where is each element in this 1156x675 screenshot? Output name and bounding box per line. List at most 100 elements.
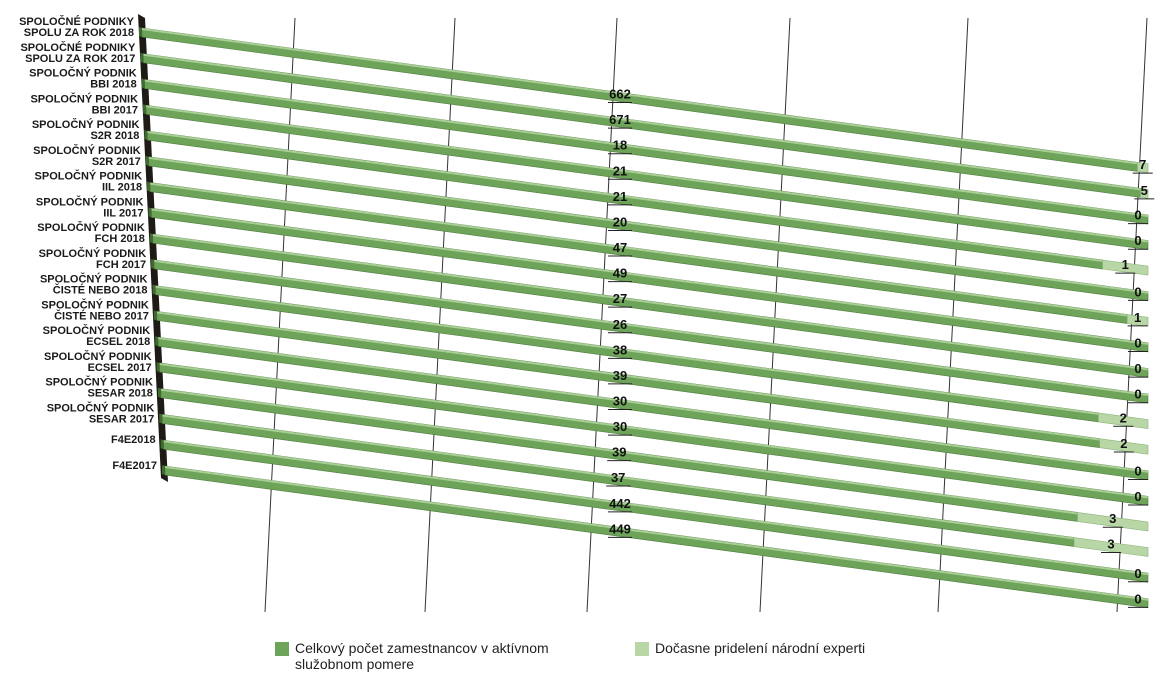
value-label-full-time-6: 47	[613, 240, 627, 255]
bar-cap-5	[145, 155, 149, 166]
category-label-12-1: ECSEL 2018	[86, 336, 150, 348]
category-label-10-1: ČISTÉ NEBO 2018	[53, 284, 148, 297]
value-label-full-time-9: 26	[613, 317, 627, 332]
category-label-15-1: SESAR 2017	[89, 413, 154, 425]
category-label-7-1: IIL 2017	[103, 207, 143, 219]
value-label-full-time-16: 442	[609, 496, 631, 511]
legend-swatch-seconded	[635, 642, 649, 656]
bar-cap-14	[157, 387, 161, 398]
data-labels: 6627671518021021120047149027026038239230…	[606, 87, 1155, 608]
value-label-seconded-16: 0	[1134, 566, 1141, 581]
category-label-6-0: SPOLOČNÝ PODNIK	[35, 170, 143, 183]
bar-full-time-top-1	[143, 53, 1141, 191]
bar-cap-8	[149, 233, 153, 244]
category-label-15-0: SPOLOČNÝ PODNIK	[47, 401, 155, 414]
bar-full-time-top-8	[152, 234, 1148, 371]
value-label-seconded-4: 1	[1122, 257, 1129, 272]
gridline-1	[424, 17, 456, 613]
bar-full-time-top-13	[159, 362, 1148, 499]
bar-cap-11	[153, 310, 157, 321]
bar-cap-0	[139, 27, 142, 37]
bar-full-time-top-15	[162, 414, 1075, 540]
category-label-14-1: SESAR 2018	[88, 388, 153, 400]
category-label-8-0: SPOLOČNÝ PODNIK	[37, 221, 145, 234]
bar-cap-16	[160, 439, 164, 450]
bar-seconded-4	[1102, 259, 1149, 276]
category-label-5-1: S2R 2017	[92, 156, 141, 168]
bar-cap-1	[140, 52, 144, 63]
bar-cap-6	[147, 181, 151, 192]
category-label-17-0: F4E2017	[112, 460, 157, 472]
bar-full-time-top-5	[148, 156, 1148, 294]
value-label-seconded-6: 1	[1134, 310, 1141, 325]
bar-cap-4	[144, 130, 148, 141]
category-label-0-1: SPOLU ZA ROK 2018	[24, 27, 134, 39]
value-label-full-time-8: 27	[613, 291, 627, 306]
category-label-11-1: ČISTÉ NEBO 2017	[54, 309, 149, 322]
bar-full-time-top-11	[156, 311, 1100, 441]
category-label-7-0: SPOLOČNÝ PODNIK	[36, 195, 144, 208]
bar-full-time-top-0	[142, 28, 1138, 165]
value-label-full-time-2: 18	[613, 138, 627, 153]
category-label-0-0: SPOLOČNÉ PODNIKY	[19, 15, 135, 28]
value-label-full-time-17: 449	[609, 521, 631, 536]
value-label-seconded-3: 0	[1134, 233, 1141, 248]
category-label-13-1: ECSEL 2017	[88, 362, 152, 374]
value-label-seconded-5: 0	[1134, 284, 1141, 299]
gridline-0	[264, 17, 296, 613]
legend-item-full-time: Celkový počet zamestnancov v aktívnom sl…	[275, 640, 549, 672]
bar-full-time-top-2	[144, 79, 1149, 217]
bar-seconded-15	[1073, 537, 1149, 557]
legend-item-seconded: Dočasne pridelení národní experti	[635, 640, 865, 656]
legend-label-full-time-line1: Celkový počet zamestnancov v aktívnom	[295, 640, 549, 656]
value-label-seconded-14: 3	[1109, 511, 1116, 526]
category-label-3-0: SPOLOČNÝ PODNIK	[30, 92, 138, 105]
value-label-seconded-11: 2	[1120, 436, 1127, 451]
gridline-4	[937, 17, 969, 613]
value-label-full-time-5: 20	[613, 214, 627, 229]
legend-label-seconded: Dočasne pridelení národní experti	[655, 640, 866, 656]
bar-full-time-top-10	[155, 285, 1099, 415]
value-label-seconded-10: 2	[1120, 410, 1127, 425]
bar-full-time-top-14	[160, 388, 1078, 515]
category-label-10-0: SPOLOČNÝ PODNIK	[40, 273, 148, 286]
value-label-seconded-0: 7	[1139, 157, 1146, 172]
bar-cap-17	[162, 465, 165, 475]
category-label-9-0: SPOLOČNÝ PODNIK	[39, 247, 147, 260]
bar-full-time-top-7	[151, 208, 1148, 345]
legend-label-full-time: Celkový počet zamestnancov v aktívnom sl…	[295, 640, 549, 672]
value-label-full-time-13: 30	[613, 419, 627, 434]
value-label-full-time-11: 39	[613, 368, 627, 383]
bars	[139, 27, 1149, 609]
value-label-seconded-17: 0	[1134, 591, 1141, 606]
value-label-full-time-0: 662	[609, 87, 631, 102]
bar-cap-10	[152, 284, 156, 295]
value-label-seconded-8: 0	[1134, 361, 1141, 376]
bar-cap-12	[155, 336, 159, 347]
value-label-seconded-9: 0	[1134, 387, 1141, 402]
category-label-14-0: SPOLOČNÝ PODNIK	[45, 376, 153, 389]
category-label-4-0: SPOLOČNÝ PODNIK	[32, 118, 140, 131]
bar-cap-9	[151, 258, 155, 269]
bar-seconded-10	[1098, 412, 1149, 429]
legend-label-full-time-line2: služobnom pomere	[295, 656, 415, 672]
category-label-2-1: BBI 2018	[90, 79, 136, 91]
value-label-full-time-12: 30	[613, 394, 627, 409]
value-label-seconded-13: 0	[1134, 489, 1141, 504]
value-label-full-time-4: 21	[613, 189, 627, 204]
value-label-seconded-15: 3	[1107, 537, 1114, 552]
value-label-seconded-12: 0	[1134, 463, 1141, 478]
bar-seconded-6	[1126, 314, 1149, 327]
category-label-5-0: SPOLOČNÝ PODNIK	[33, 144, 141, 157]
value-label-full-time-10: 38	[613, 342, 627, 357]
value-label-full-time-3: 21	[613, 163, 627, 178]
category-label-1-0: SPOLOČNÉ PODNIKY	[20, 41, 136, 54]
bar-full-time-top-16	[163, 440, 1148, 576]
category-label-9-1: FCH 2017	[96, 259, 146, 271]
value-label-full-time-15: 37	[611, 470, 625, 485]
category-label-13-0: SPOLOČNÝ PODNIK	[44, 350, 152, 363]
value-label-seconded-2: 0	[1134, 208, 1141, 223]
